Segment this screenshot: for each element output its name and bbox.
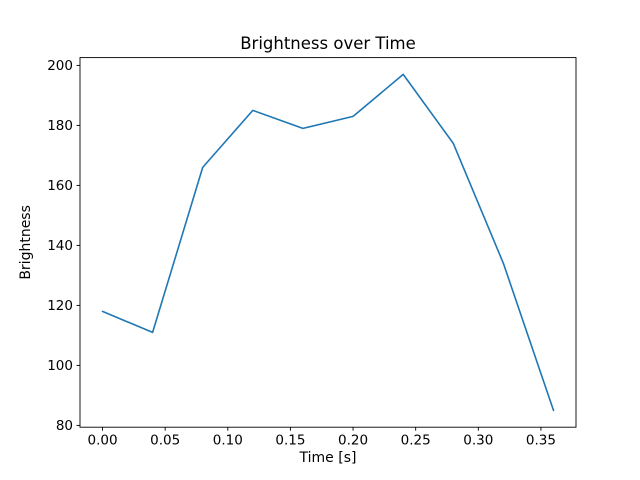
y-tick-label: 80 [56, 418, 73, 434]
x-tick-label: 0.25 [401, 433, 431, 449]
x-tick-label: 0.15 [275, 433, 305, 449]
x-tick-label: 0.10 [213, 433, 243, 449]
x-tick-label: 0.35 [526, 433, 556, 449]
plot-frame [79, 57, 577, 428]
chart-title: Brightness over Time [240, 34, 416, 53]
x-axis-label: Time [s] [299, 450, 357, 466]
x-tick-label: 0.20 [338, 433, 368, 449]
y-tick-label: 180 [47, 118, 73, 134]
y-tick-label: 200 [47, 58, 73, 74]
y-tick-label: 100 [47, 358, 73, 374]
y-tick-label: 140 [47, 238, 73, 254]
y-tick-label: 120 [47, 298, 73, 314]
x-tick-label: 0.30 [463, 433, 493, 449]
x-axis-ticks: 0.00 0.05 0.10 0.15 0.20 0.25 0.30 0.35 [88, 427, 556, 449]
x-tick-label: 0.05 [150, 433, 180, 449]
brightness-line-series [101, 73, 555, 412]
x-tick-label: 0.00 [88, 433, 118, 449]
y-tick-label: 160 [47, 178, 73, 194]
y-axis-label: Brightness [18, 205, 34, 280]
y-axis-ticks: 80 100 120 140 160 180 200 [47, 58, 80, 434]
